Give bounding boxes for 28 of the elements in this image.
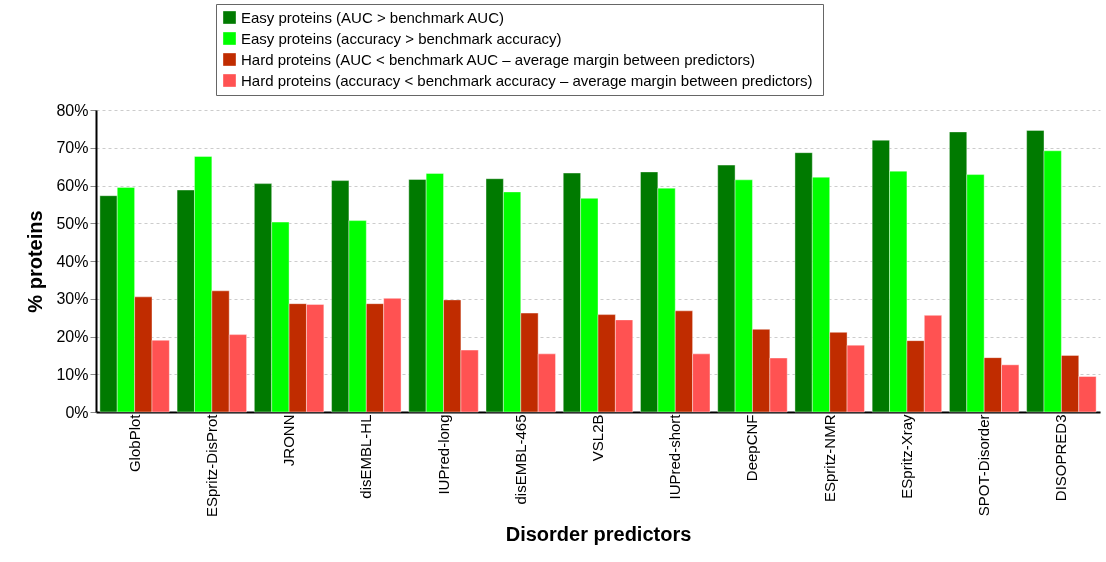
x-tick-label: IUPred-long bbox=[434, 414, 452, 495]
y-tick-label: 40% bbox=[56, 252, 89, 270]
x-tick-label: SPOT-Disorder bbox=[975, 414, 993, 517]
x-tick-label: DeepCNF bbox=[743, 414, 761, 482]
y-tick-label: 20% bbox=[56, 328, 89, 345]
legend-label: Hard proteins (AUC < benchmark AUC – average margin between predictors) bbox=[241, 50, 755, 68]
y-tick-label: 80% bbox=[56, 101, 89, 119]
x-tick-label: JRONN bbox=[280, 414, 298, 467]
x-tick-label: GlobPlot bbox=[125, 413, 143, 473]
x-tick-label: disEMBL-HL bbox=[357, 414, 375, 499]
x-tick-label: ESpritz-DisProt bbox=[202, 413, 220, 518]
y-tick-label: 70% bbox=[56, 139, 89, 157]
x-tick-label: IUPred-short bbox=[666, 413, 684, 500]
y-tick-label: 60% bbox=[56, 177, 89, 194]
legend-label: Easy proteins (AUC > benchmark AUC) bbox=[241, 8, 505, 26]
y-axis-title: % proteins bbox=[24, 210, 47, 313]
y-tick-label: 50% bbox=[56, 214, 89, 232]
x-tick-label: disEMBL-465 bbox=[511, 414, 529, 505]
y-tick-label: 0% bbox=[65, 403, 89, 421]
legend-label: Easy proteins (accuracy > benchmark accuracy) bbox=[241, 29, 562, 47]
legend-label: Hard proteins (accuracy < benchmark accuracy – average margin between predictors) bbox=[241, 71, 813, 89]
y-tick-label: 30% bbox=[56, 290, 89, 308]
x-tick-label: ESpritz-NMR bbox=[820, 414, 838, 503]
y-tick-label: 10% bbox=[56, 365, 89, 383]
x-tick-label: ESpritz-Xray bbox=[897, 414, 915, 499]
x-tick-label: DISOPRED3 bbox=[1052, 414, 1070, 502]
x-tick-label: VSL2B bbox=[589, 414, 606, 462]
x-axis-title: Disorder predictors bbox=[505, 523, 692, 546]
